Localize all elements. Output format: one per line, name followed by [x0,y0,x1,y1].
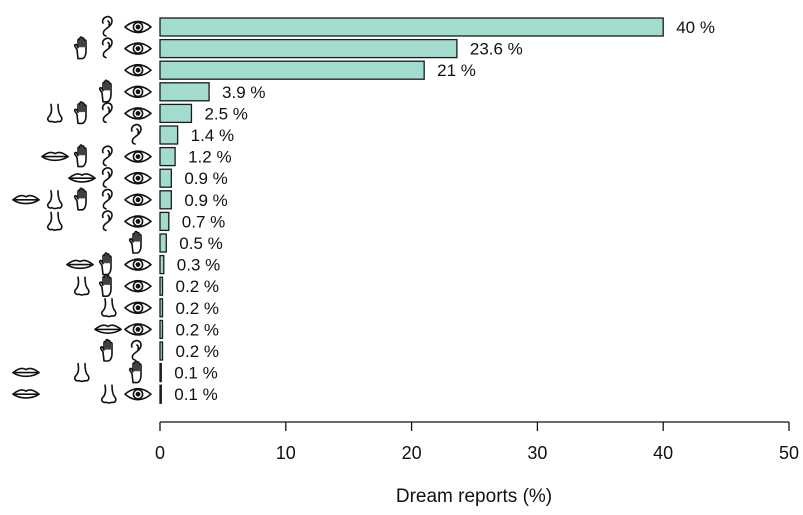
bar-row-8 [159,168,172,188]
hand-icon [98,273,112,298]
mouth-icon [12,194,40,205]
value-label-row-1: 40 % [676,18,715,37]
ear-icon [101,37,113,59]
mouth-icon [66,259,94,270]
value-label-row-13: 0.2 % [176,277,219,296]
value-label-row-6: 1.4 % [191,126,234,145]
bar-row-18 [159,384,162,404]
value-label-row-3: 21 % [437,61,476,80]
value-label-row-9: 0.9 % [184,191,227,210]
value-label-row-11: 0.5 % [179,234,222,253]
bar-row-2 [159,38,458,59]
eye-icon [124,107,152,120]
eye-icon [124,85,152,99]
value-label-row-5: 2.5 % [204,104,247,123]
value-label-row-2: 23.6 % [470,40,523,59]
mouth-icon [68,173,96,183]
hand-icon [99,338,113,362]
x-tick-label-10: 10 [276,443,296,463]
bar-row-6 [159,125,179,145]
ear-icon [130,123,142,145]
value-label-row-12: 0.3 % [177,256,220,275]
x-tick-label-40: 40 [653,443,673,463]
eye-icon [124,258,152,271]
x-tick-label-50: 50 [779,443,799,463]
value-label-row-18: 0.1 % [174,385,217,404]
mouth-icon [94,324,122,334]
bar-row-9 [159,190,172,210]
bar-row-4 [159,82,210,102]
value-label-row-17: 0.1 % [174,364,217,383]
bar-row-3 [159,60,425,80]
eye-icon [124,42,152,55]
eye-icon [124,63,152,77]
eye-icon [124,279,152,293]
x-tick-label-0: 0 [155,443,165,463]
value-label-row-7: 1.2 % [188,148,231,167]
bar-row-1 [159,17,664,37]
eye-icon [124,301,152,315]
bar-row-13 [159,276,164,296]
value-label-row-8: 0.9 % [184,169,227,188]
sense-icons-layer [12,15,152,404]
value-label-row-15: 0.2 % [176,320,219,339]
nose-icon [46,190,63,210]
x-axis: 0 10 20 30 40 50 [155,421,799,463]
nose-icon [73,276,90,296]
ear-icon [101,188,113,210]
mouth-icon [12,389,40,399]
bar-row-17 [159,362,162,383]
eye-icon [124,150,152,163]
bar-row-14 [159,298,164,318]
mouth-icon [12,367,40,378]
hand-icon [73,101,87,125]
bar-row-10 [159,211,170,232]
value-label-row-4: 3.9 % [222,83,265,102]
nose-icon [73,362,90,383]
bar-row-11 [159,233,167,253]
value-label-row-10: 0.7 % [182,212,225,231]
mouth-icon [41,151,69,162]
value-label-row-14: 0.2 % [176,299,219,318]
hand-icon [98,252,112,276]
eye-icon [124,171,152,185]
hand-icon [73,144,87,168]
bar-row-16 [159,341,164,361]
ear-icon [101,145,113,167]
eye-icon [124,387,152,401]
nose-icon [100,384,117,404]
eye-icon [124,215,152,228]
hand-icon [98,79,112,103]
eye-icon [124,323,152,336]
value-labels-layer: 40 % 23.6 % 21 % 3.9 % 2.5 % 1.4 % 1.2 % 0.9 % 0… [174,18,715,404]
bar-row-7 [159,146,176,167]
bars-layer [159,17,664,404]
hand-icon [73,36,87,60]
bar-row-15 [159,319,164,340]
ear-icon [101,102,113,124]
nose-icon [100,297,117,318]
value-label-row-16: 0.2 % [176,342,219,361]
nose-icon [46,211,63,231]
eye-icon [124,193,152,207]
ear-icon [130,339,142,361]
bar-row-5 [159,103,193,124]
ear-icon [101,167,113,188]
hand-icon [128,360,142,384]
bar-row-12 [159,254,165,275]
x-tick-label-20: 20 [402,443,422,463]
eye-icon [124,20,152,34]
ear-icon [101,15,113,37]
x-axis-title: Dream reports (%) [396,486,552,507]
hand-icon [128,230,142,254]
nose-icon [46,103,63,123]
ear-icon [101,210,113,232]
hand-icon [73,187,87,211]
x-tick-label-30: 30 [527,443,547,463]
